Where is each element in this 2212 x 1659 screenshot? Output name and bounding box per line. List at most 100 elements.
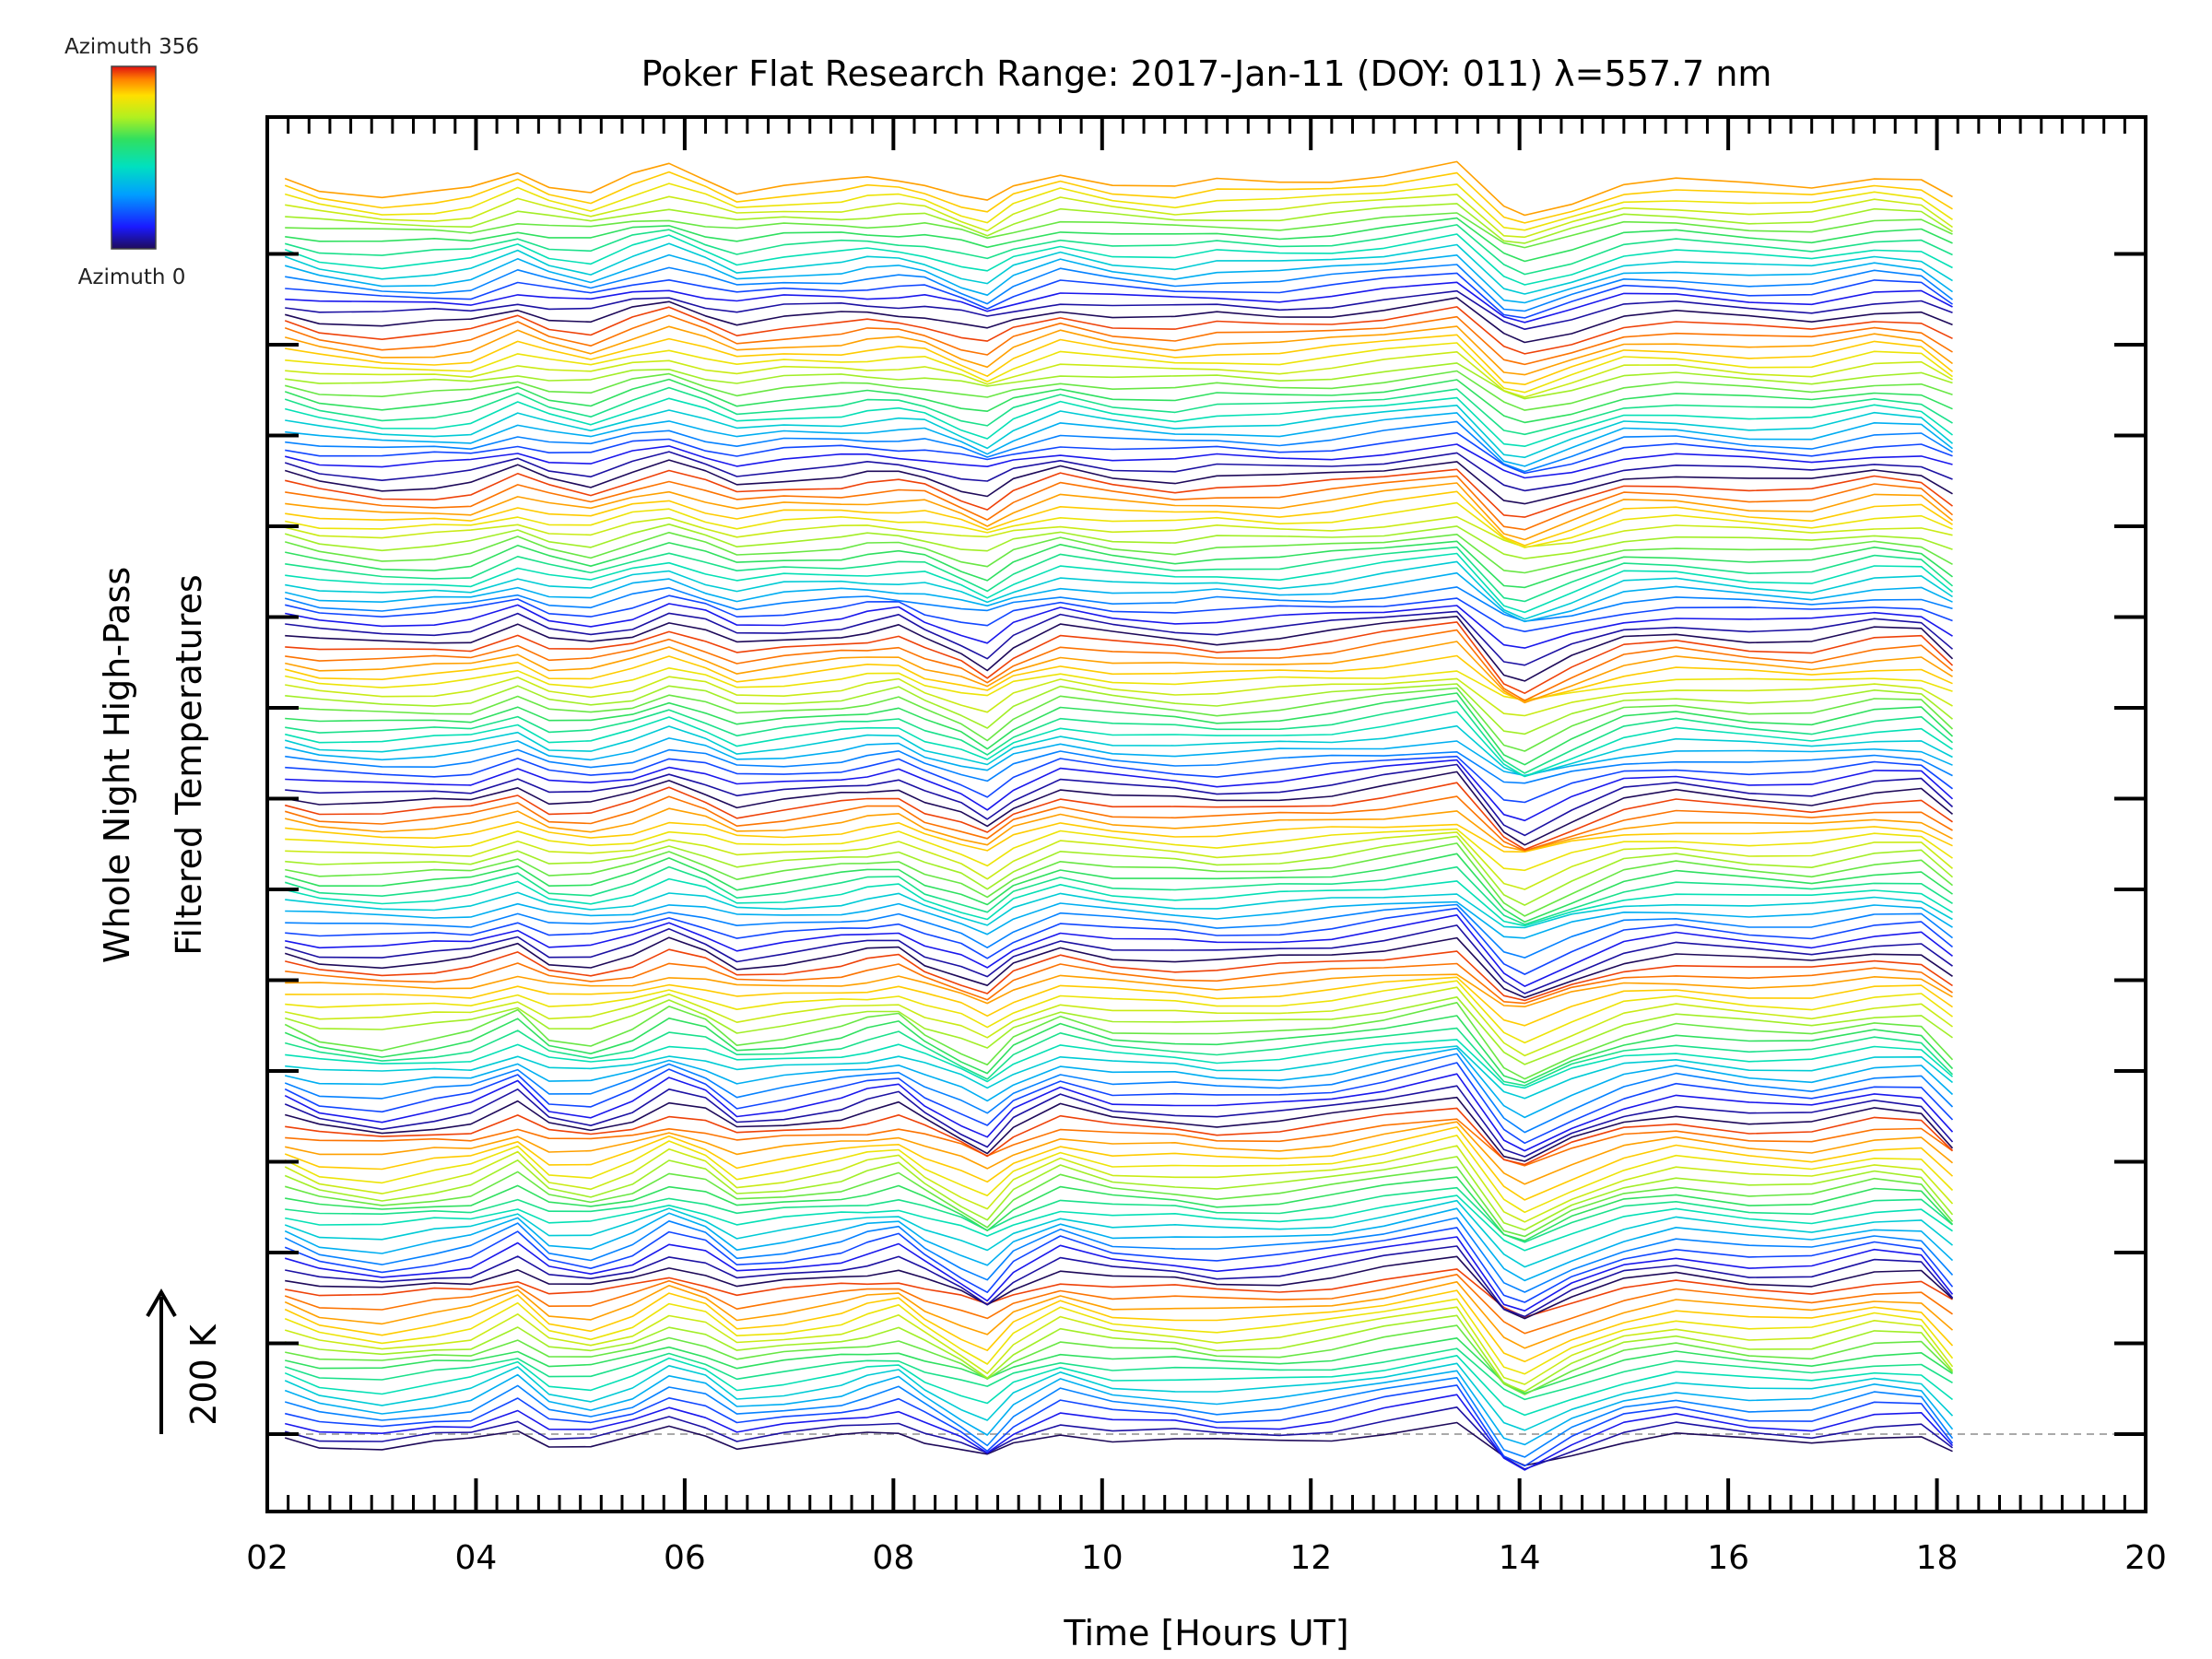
series-line <box>285 831 1954 890</box>
series-line <box>285 948 1953 1002</box>
series-line <box>285 1314 1954 1393</box>
series-line <box>284 782 1953 851</box>
series-line <box>284 459 1953 505</box>
series-line <box>285 272 1953 319</box>
series-line <box>284 1085 1954 1158</box>
series-line <box>285 913 1953 987</box>
series-line <box>284 451 1953 492</box>
series-line <box>284 1096 1954 1162</box>
series-line <box>285 737 1953 777</box>
series-line <box>285 835 1954 906</box>
x-axis-title: Time [Hours UT] <box>1063 1613 1348 1653</box>
series-line <box>284 523 1953 559</box>
series-line <box>284 1027 1954 1087</box>
series-line <box>285 683 1954 735</box>
series-line <box>284 1015 1954 1084</box>
series-line <box>285 986 1953 1057</box>
colorbar: Azimuth 356 Azimuth 0 <box>65 35 199 289</box>
series-line <box>285 962 1953 1005</box>
x-tick-label: 10 <box>1081 1539 1124 1577</box>
series-line <box>285 654 1953 703</box>
series-line <box>285 264 1953 312</box>
series-line <box>285 1176 1954 1241</box>
series-line <box>285 1039 1954 1089</box>
series-line <box>285 431 1953 475</box>
series-line <box>284 795 1953 852</box>
series-line <box>285 1245 1954 1318</box>
scale-indicator: 200 K <box>146 1288 224 1434</box>
series-line <box>285 976 1953 1027</box>
series-line <box>284 1406 1953 1470</box>
series-line <box>285 475 1954 531</box>
series-line <box>284 853 1953 924</box>
series-line <box>284 1207 1954 1282</box>
series-line <box>285 980 1953 1044</box>
series-line <box>285 212 1953 249</box>
series-line <box>285 711 1953 778</box>
series-line <box>285 1045 1954 1100</box>
series-line <box>285 1337 1953 1394</box>
series-line <box>284 325 1953 376</box>
series-line <box>284 1156 1954 1231</box>
series-line <box>284 924 1953 994</box>
series-line <box>284 1126 1954 1201</box>
series-line <box>284 1062 1954 1145</box>
series-line <box>285 1324 1954 1395</box>
y-axis-title-line2: Filtered Temperatures <box>169 574 209 955</box>
series-line <box>285 1047 1954 1119</box>
series-line <box>284 1002 1954 1080</box>
series-line <box>284 306 1953 355</box>
x-tick-label: 08 <box>872 1539 914 1577</box>
series-line <box>285 560 1953 620</box>
series-line <box>285 1394 1954 1471</box>
series-line <box>285 194 1953 239</box>
series-line <box>284 865 1953 925</box>
series-line <box>284 253 1953 304</box>
chart-title: Poker Flat Research Range: 2017-Jan-11 (… <box>641 53 1772 94</box>
series-line <box>285 759 1954 822</box>
series-line <box>285 629 1954 701</box>
series-line <box>285 334 1953 386</box>
series-line <box>285 515 1953 548</box>
series-line <box>284 1053 1954 1134</box>
series-line <box>285 350 1953 398</box>
series-line <box>285 641 1953 704</box>
series-line <box>284 378 1953 424</box>
series-line <box>284 1281 1954 1349</box>
series-line <box>285 490 1953 547</box>
scale-arrow-head <box>146 1288 177 1317</box>
series-line <box>285 1118 1953 1167</box>
series-line <box>284 1421 1953 1466</box>
series-line <box>285 891 1953 929</box>
series-line <box>284 724 1953 778</box>
series-line <box>284 297 1953 344</box>
series-line <box>284 224 1953 276</box>
series-line <box>285 420 1953 473</box>
series-line <box>285 676 1953 717</box>
series-line <box>285 903 1953 959</box>
series-line <box>284 160 1953 217</box>
series-line <box>284 242 1953 295</box>
scale-label: 200 K <box>183 1324 224 1426</box>
series-line <box>285 546 1954 603</box>
series-line <box>285 217 1953 263</box>
series-line <box>285 610 1954 666</box>
series-line <box>285 763 1954 837</box>
x-tick-label: 14 <box>1499 1539 1541 1577</box>
series-line <box>285 594 1953 633</box>
x-tick-label: 18 <box>1916 1539 1959 1577</box>
series-line <box>285 404 1954 459</box>
series-line <box>284 1377 1954 1458</box>
series-line <box>284 936 1953 999</box>
series-line <box>284 1355 1953 1417</box>
series-line <box>285 396 1953 448</box>
colorbar-top-label: Azimuth 356 <box>65 35 199 59</box>
series-line <box>284 1135 1954 1214</box>
series-line <box>285 1186 1954 1243</box>
x-tick-label: 02 <box>246 1539 288 1577</box>
series-line <box>285 1107 1954 1166</box>
x-tick-label: 20 <box>2124 1539 2167 1577</box>
y-axis-title: Whole Night High-Pass Filtered Temperatu… <box>97 567 209 963</box>
series-line <box>285 1121 1954 1185</box>
